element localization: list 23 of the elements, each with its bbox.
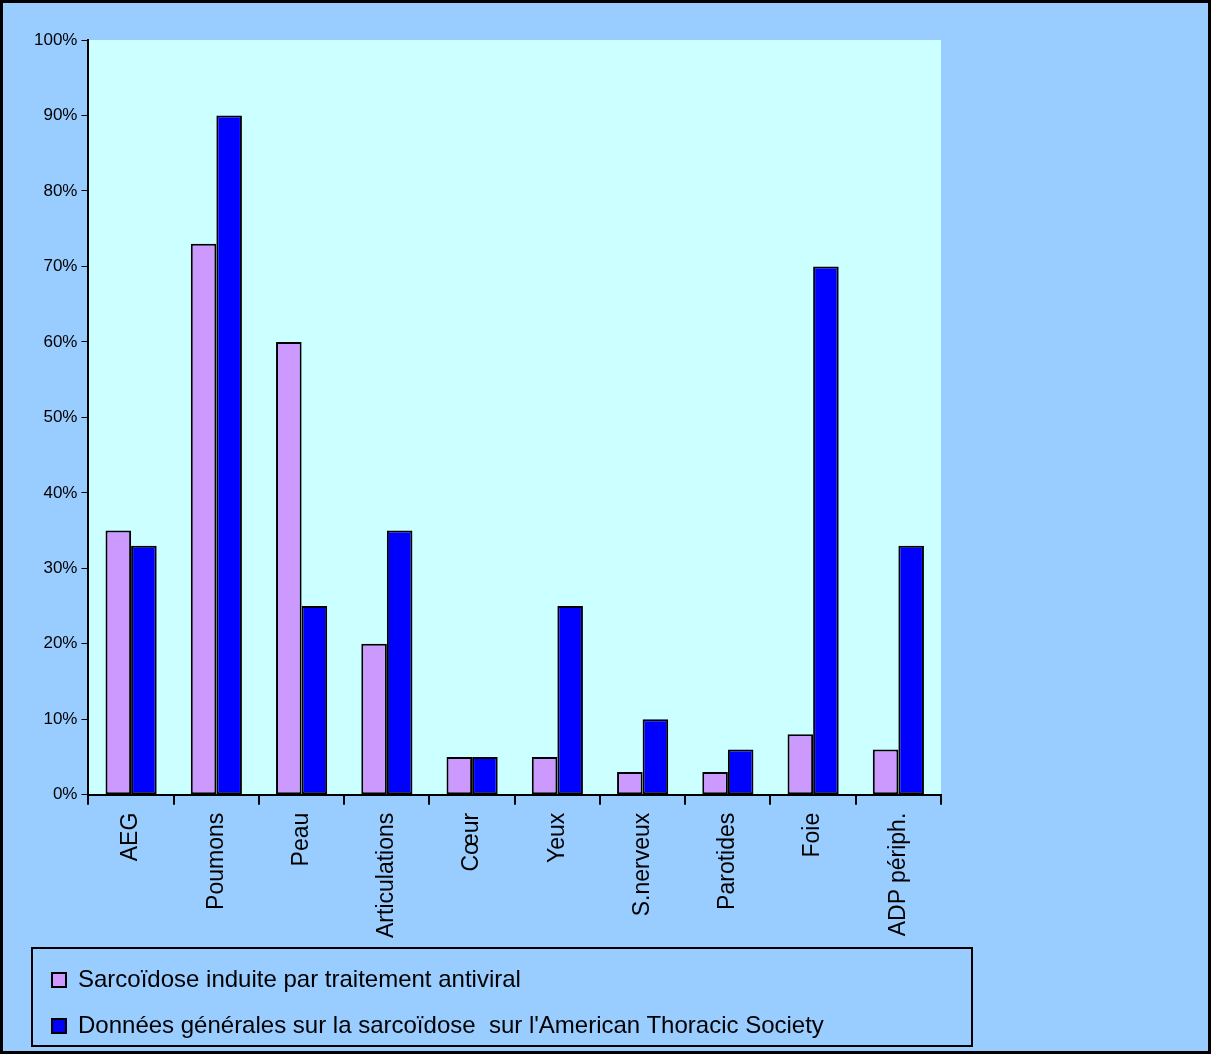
y-tick-label: 10% xyxy=(43,708,78,728)
x-tick-label: Articulations xyxy=(372,812,399,939)
y-tick-label: 100% xyxy=(34,29,78,49)
x-tick-label: S.nerveux xyxy=(627,812,654,917)
legend-label: Données générales sur la sarcoïdose sur l'American Thoracic Society xyxy=(78,1010,824,1038)
y-tick-label: 20% xyxy=(43,633,78,653)
y-tick-label: 0% xyxy=(52,784,78,804)
y-tick-label: 70% xyxy=(43,256,78,276)
x-tick-label: Poumons xyxy=(201,812,228,910)
y-tick-label: 60% xyxy=(43,331,78,351)
y-tick-label: 80% xyxy=(43,180,78,200)
legend-label: Sarcoïdose induite par traitement antiviral xyxy=(78,964,521,992)
x-tick-label: AEG xyxy=(116,812,143,862)
y-tick-label: 90% xyxy=(43,105,78,125)
y-tick-label: 50% xyxy=(43,407,78,427)
x-tick-label: ADP périph. xyxy=(883,812,910,937)
x-tick-label: Peau xyxy=(286,812,313,867)
x-tick-label: Cœur xyxy=(457,812,484,872)
y-tick-label: 40% xyxy=(43,482,78,502)
y-tick-label: 30% xyxy=(43,557,78,577)
x-tick-label: Parotides xyxy=(713,812,740,910)
x-tick-label: Foie xyxy=(798,812,825,858)
x-tick-label: Yeux xyxy=(542,812,569,864)
